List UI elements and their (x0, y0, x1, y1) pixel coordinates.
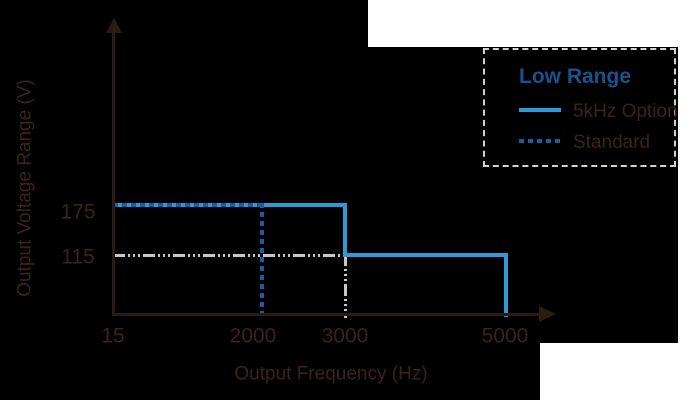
legend-label-5khz-option: 5kHz Option (573, 101, 678, 122)
series-standard-segment-175 (113, 203, 264, 207)
x-axis-title: Output Frequency (Hz) (234, 363, 428, 385)
x-tick-2000: 2000 (229, 324, 277, 348)
background-white-right-margin (678, 47, 700, 400)
y-tick-175: 175 (60, 200, 96, 224)
y-axis-line (112, 30, 115, 314)
y-tick-115: 115 (61, 245, 95, 269)
background-white-top-right (368, 0, 700, 47)
x-axis-arrow-icon (539, 306, 556, 322)
legend-label-standard: Standard (573, 132, 651, 153)
guide-line-3000-vertical (344, 254, 347, 318)
legend-title: Low Range (519, 65, 632, 88)
y-axis-title: Output Voltage Range (V) (14, 79, 36, 297)
series-5khz-drop-5000 (504, 253, 508, 317)
background-white-bottom-right (540, 343, 700, 400)
series-5khz-drop-3000 (343, 203, 347, 257)
legend: Low Range 5kHz Option Standard (483, 48, 678, 167)
y-axis-arrow-icon (106, 18, 122, 33)
legend-sample-dashed-line (519, 139, 561, 143)
x-tick-3000: 3000 (321, 324, 369, 348)
legend-sample-solid-line (519, 108, 561, 112)
series-5khz-segment-115 (343, 253, 508, 257)
x-axis-line (112, 313, 540, 316)
series-standard-drop-2000 (260, 203, 264, 318)
x-tick-5000: 5000 (481, 324, 529, 348)
x-tick-15: 15 (101, 324, 125, 348)
guide-line-115-horizontal (113, 254, 345, 257)
